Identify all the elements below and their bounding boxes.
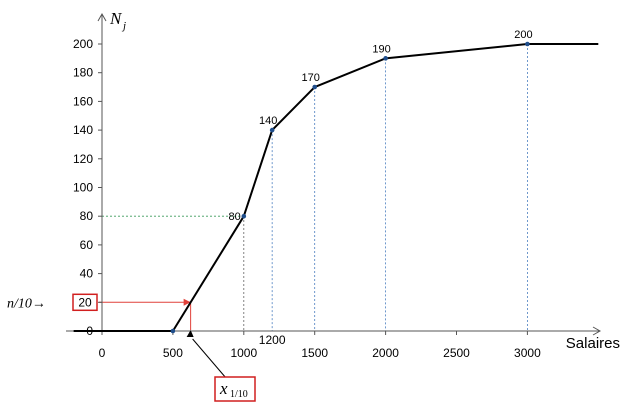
y-axis-title: N [109, 9, 123, 28]
x-tick-label: 1500 [301, 346, 328, 360]
y-tick-label: 80 [80, 209, 94, 223]
y-tick-label: 100 [73, 181, 93, 195]
x-tick-label: 1000 [230, 346, 257, 360]
decile-marker-triangle [186, 330, 194, 337]
y-tick-label: 40 [80, 267, 94, 281]
data-point [525, 41, 530, 47]
y-axis-title-subscript: j [121, 20, 126, 32]
decile-callout-line [192, 338, 227, 379]
y-tick-label: 200 [73, 37, 93, 51]
x-tick-label: 500 [163, 346, 183, 360]
decile-label-subscript: 1/10 [230, 389, 248, 400]
y-tick-label: 180 [73, 66, 93, 80]
highlight-label-20: 20 [78, 295, 92, 309]
decile-label-box [214, 376, 256, 402]
y-tick-label: 120 [73, 152, 93, 166]
x-tick-label: 2500 [443, 346, 470, 360]
data-label: 80 [229, 211, 241, 223]
decile-arrowhead-right [183, 298, 191, 306]
x-tick-label: 0 [99, 346, 106, 360]
x-tick-label-1200: 1200 [259, 333, 286, 347]
y-tick-label: 140 [73, 123, 93, 137]
data-point [269, 127, 275, 133]
n-over-10-label: n/10→ [7, 296, 46, 311]
y-tick-label: 60 [80, 238, 94, 252]
data-label: 200 [514, 29, 532, 41]
x-tick-label: 2000 [372, 346, 399, 360]
x-axis-arrowhead [592, 326, 602, 336]
data-label: 140 [259, 115, 277, 127]
decile-label-main: x [219, 379, 228, 398]
x-axis-title: Salaires [566, 335, 620, 352]
highlight-box-20 [72, 293, 98, 312]
data-point [170, 328, 176, 334]
y-axis-arrowhead [97, 12, 107, 22]
data-point [241, 213, 247, 219]
data-point [312, 84, 318, 90]
cumulative-curve [73, 43, 599, 332]
y-tick-label: 160 [73, 94, 93, 108]
x-tick-label: 3000 [514, 346, 541, 360]
data-label: 170 [302, 72, 320, 84]
data-point [383, 56, 388, 61]
data-label: 190 [372, 43, 390, 55]
